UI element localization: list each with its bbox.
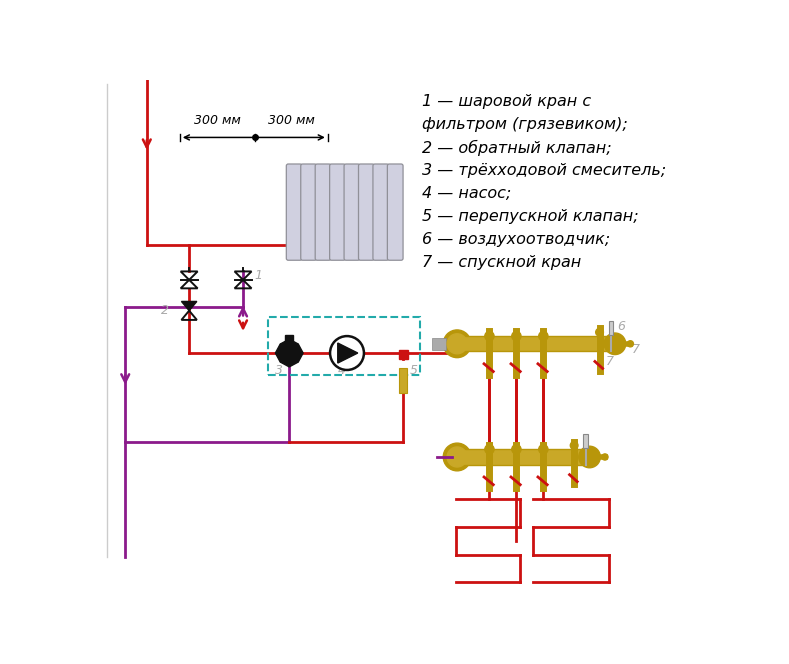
Text: 3: 3	[275, 365, 283, 377]
Polygon shape	[275, 344, 290, 362]
Text: 7: 7	[632, 343, 640, 356]
Bar	[583, 434, 588, 448]
Bar	[268, 317, 421, 374]
Text: 1 — шаровой кран с: 1 — шаровой кран с	[422, 94, 592, 108]
Text: 5 — перепускной клапан;: 5 — перепускной клапан;	[422, 209, 639, 224]
Bar	[609, 321, 613, 335]
FancyBboxPatch shape	[373, 164, 389, 260]
FancyBboxPatch shape	[358, 164, 374, 260]
Text: 300 мм: 300 мм	[194, 114, 241, 127]
Text: 300 мм: 300 мм	[267, 114, 315, 127]
Polygon shape	[280, 339, 298, 353]
Circle shape	[330, 336, 364, 370]
Bar	[286, 335, 293, 341]
Circle shape	[443, 330, 471, 358]
Circle shape	[570, 442, 578, 450]
Text: 4 — насос;: 4 — насос;	[422, 186, 512, 201]
Circle shape	[596, 329, 604, 336]
Text: 2: 2	[162, 304, 170, 317]
Circle shape	[512, 445, 521, 454]
FancyBboxPatch shape	[387, 164, 403, 260]
Text: 7: 7	[606, 355, 614, 369]
FancyBboxPatch shape	[286, 164, 302, 260]
Circle shape	[602, 454, 608, 460]
Circle shape	[484, 331, 494, 341]
Circle shape	[627, 341, 634, 347]
Polygon shape	[290, 344, 303, 362]
FancyBboxPatch shape	[301, 164, 316, 260]
Bar	[398, 350, 408, 359]
Circle shape	[447, 334, 467, 354]
Bar	[432, 337, 447, 350]
Circle shape	[484, 445, 494, 454]
Text: 4: 4	[338, 365, 346, 377]
Polygon shape	[280, 353, 298, 367]
Circle shape	[447, 447, 467, 467]
Text: 6: 6	[617, 320, 625, 333]
FancyBboxPatch shape	[344, 164, 360, 260]
Text: 3 — трёхходовой смеситель;: 3 — трёхходовой смеситель;	[422, 163, 667, 178]
Circle shape	[539, 331, 548, 341]
Circle shape	[539, 445, 548, 454]
Text: 1: 1	[255, 269, 263, 282]
Circle shape	[604, 333, 626, 355]
FancyBboxPatch shape	[330, 164, 346, 260]
Circle shape	[443, 443, 471, 471]
FancyBboxPatch shape	[315, 164, 331, 260]
Text: 7 — спускной кран: 7 — спускной кран	[422, 255, 581, 270]
Circle shape	[579, 446, 600, 467]
Bar	[457, 450, 589, 465]
Polygon shape	[181, 301, 196, 311]
Text: фильтром (грязевиком);: фильтром (грязевиком);	[422, 117, 628, 131]
Text: 5: 5	[409, 365, 417, 377]
Text: 6 — воздухоотводчик;: 6 — воздухоотводчик;	[422, 232, 611, 247]
Bar	[457, 336, 615, 351]
Polygon shape	[338, 343, 357, 363]
Bar	[399, 368, 407, 393]
Text: 2 — обратный клапан;: 2 — обратный клапан;	[422, 139, 612, 156]
Circle shape	[512, 331, 521, 341]
